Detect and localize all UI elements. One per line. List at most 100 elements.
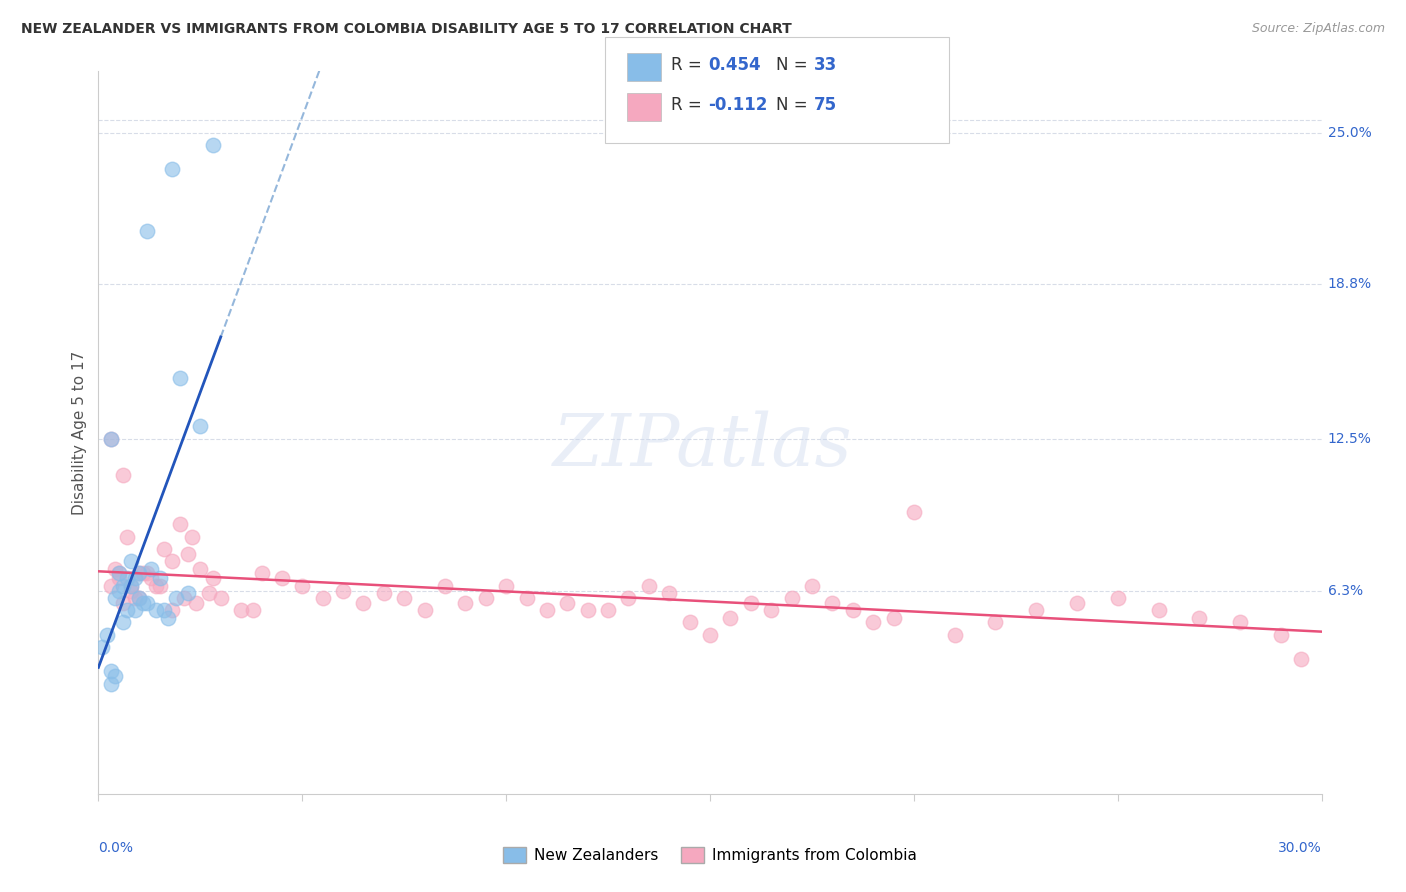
Point <box>516 591 538 605</box>
Point <box>132 566 155 581</box>
Point <box>373 586 395 600</box>
Point <box>699 628 721 642</box>
Point <box>821 596 844 610</box>
Point <box>128 566 150 581</box>
Point <box>1270 628 1292 642</box>
Point <box>658 586 681 600</box>
Point <box>173 591 195 605</box>
Point <box>156 610 179 624</box>
Point <box>1229 615 1251 630</box>
Point <box>120 583 142 598</box>
Point <box>231 603 253 617</box>
Point <box>108 566 131 581</box>
Point <box>291 579 314 593</box>
Point <box>115 603 138 617</box>
Point <box>128 566 150 581</box>
Point <box>124 603 146 617</box>
Point <box>132 596 155 610</box>
Point <box>617 591 640 605</box>
Point <box>1188 610 1211 624</box>
Point <box>495 579 517 593</box>
Point <box>201 137 224 152</box>
Point <box>149 571 172 585</box>
Point <box>759 603 782 617</box>
Point <box>841 603 863 617</box>
Point <box>124 571 146 585</box>
Legend: New Zealanders, Immigrants from Colombia: New Zealanders, Immigrants from Colombia <box>498 841 922 870</box>
Point <box>141 571 163 585</box>
Point <box>801 579 824 593</box>
Point <box>181 530 204 544</box>
Point <box>242 603 264 617</box>
Point <box>433 579 456 593</box>
Point <box>152 541 174 556</box>
Point <box>120 554 142 568</box>
Point <box>1066 596 1088 610</box>
Point <box>943 628 966 642</box>
Point <box>100 432 122 446</box>
Text: Source: ZipAtlas.com: Source: ZipAtlas.com <box>1251 22 1385 36</box>
Point <box>100 665 122 679</box>
Point <box>984 615 1007 630</box>
Point <box>188 561 212 575</box>
Text: 30.0%: 30.0% <box>1278 841 1322 855</box>
Point <box>100 432 122 446</box>
Point <box>177 547 200 561</box>
Point <box>160 603 183 617</box>
Text: 12.5%: 12.5% <box>1327 432 1372 446</box>
Point <box>111 596 134 610</box>
Point <box>100 676 122 690</box>
Text: R =: R = <box>671 96 707 114</box>
Text: 75: 75 <box>814 96 837 114</box>
Point <box>149 579 172 593</box>
Point <box>115 530 138 544</box>
Text: N =: N = <box>776 96 813 114</box>
Text: NEW ZEALANDER VS IMMIGRANTS FROM COLOMBIA DISABILITY AGE 5 TO 17 CORRELATION CHA: NEW ZEALANDER VS IMMIGRANTS FROM COLOMBI… <box>21 22 792 37</box>
Point <box>96 628 118 642</box>
Point <box>637 579 661 593</box>
Point <box>111 468 134 483</box>
Point <box>780 591 803 605</box>
Point <box>108 583 131 598</box>
Point <box>454 596 477 610</box>
Text: 0.0%: 0.0% <box>98 841 134 855</box>
Point <box>91 640 114 654</box>
Point <box>104 669 127 683</box>
Point <box>555 596 579 610</box>
Point <box>270 571 294 585</box>
Point <box>108 571 131 585</box>
Text: -0.112: -0.112 <box>709 96 768 114</box>
Point <box>120 579 142 593</box>
Point <box>120 579 142 593</box>
Point <box>332 583 354 598</box>
Point <box>108 566 131 581</box>
Point <box>169 370 191 384</box>
Point <box>536 603 558 617</box>
Point <box>392 591 416 605</box>
Point <box>903 505 925 519</box>
Point <box>136 223 159 237</box>
Point <box>188 419 212 434</box>
Text: 6.3%: 6.3% <box>1327 583 1362 598</box>
Point <box>145 603 167 617</box>
Point <box>115 571 138 585</box>
Point <box>104 591 127 605</box>
Point <box>111 615 134 630</box>
Point <box>145 579 167 593</box>
Text: 25.0%: 25.0% <box>1327 126 1371 139</box>
Point <box>201 571 224 585</box>
Point <box>160 554 183 568</box>
Point <box>136 596 159 610</box>
Point <box>862 615 884 630</box>
Point <box>104 561 127 575</box>
Point <box>883 610 905 624</box>
Point <box>169 517 191 532</box>
Text: 18.8%: 18.8% <box>1327 277 1372 292</box>
Point <box>197 586 219 600</box>
Point <box>679 615 702 630</box>
Point <box>209 591 232 605</box>
Point <box>1291 652 1313 666</box>
Point <box>596 603 619 617</box>
Point <box>250 566 273 581</box>
Point <box>186 596 208 610</box>
